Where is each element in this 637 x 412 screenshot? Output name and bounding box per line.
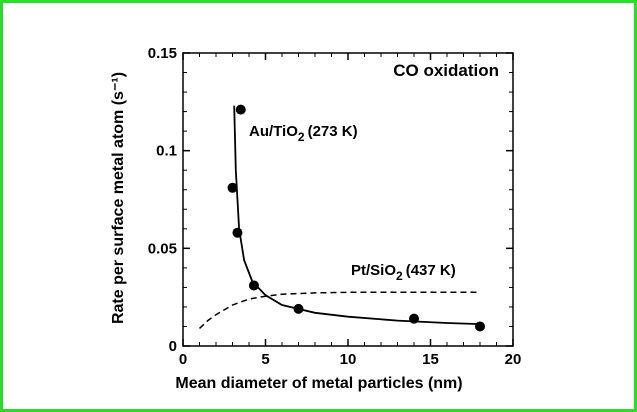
y-axis-label: Rate per surface metal atom (s⁻¹) — [110, 72, 127, 324]
y-tick-label: 0.15 — [148, 45, 177, 62]
x-tick-label: 20 — [505, 351, 522, 368]
y-tick-label: 0.1 — [156, 143, 177, 160]
chart-ticks: 0 5 10 15 20 0 0.05 0.1 0.15 — [148, 45, 522, 368]
series-label-pt: Pt/SiO2 (437 K) — [351, 262, 456, 283]
data-markers — [227, 104, 485, 332]
data-point-au-tio2 — [248, 280, 259, 291]
x-tick-label: 15 — [422, 351, 439, 368]
x-tick-label: 10 — [340, 351, 357, 368]
series-label-au-temp: (273 K) — [308, 123, 358, 140]
data-point-au-tio2 — [235, 104, 246, 115]
data-point-au-tio2 — [409, 313, 419, 324]
series-label-pt-main: Pt/SiO — [351, 262, 396, 279]
x-axis-label: Mean diameter of metal particles (nm) — [175, 375, 462, 392]
plot-area-box — [182, 52, 514, 347]
series-label-au: Au/TiO2 (273 K) — [249, 123, 358, 144]
chart-axes — [182, 52, 514, 347]
x-tick-label: 5 — [261, 351, 269, 368]
series-label-au-sub: 2 — [298, 130, 305, 144]
series-label-pt-temp: (437 K) — [406, 262, 456, 279]
series-line-au-tio2 — [233, 105, 481, 325]
y-tick-label: 0 — [169, 338, 177, 355]
chart-annotation: CO oxidation — [393, 61, 499, 80]
series-label-pt-sub: 2 — [396, 269, 403, 283]
series-line-pt-sio2 — [198, 291, 480, 329]
data-point-au-tio2 — [293, 303, 304, 314]
data-point-au-tio2 — [475, 321, 485, 332]
y-tick-label: 0.05 — [148, 240, 177, 257]
chart-svg: 0 5 10 15 20 0 0.05 0.1 0.15 Mean diameter of me… — [110, 45, 522, 392]
data-point-au-tio2 — [227, 182, 238, 193]
series-label-au-main: Au/TiO — [249, 123, 298, 140]
x-tick-label: 0 — [179, 351, 187, 368]
series-lines — [198, 105, 481, 329]
data-point-au-tio2 — [232, 227, 243, 238]
